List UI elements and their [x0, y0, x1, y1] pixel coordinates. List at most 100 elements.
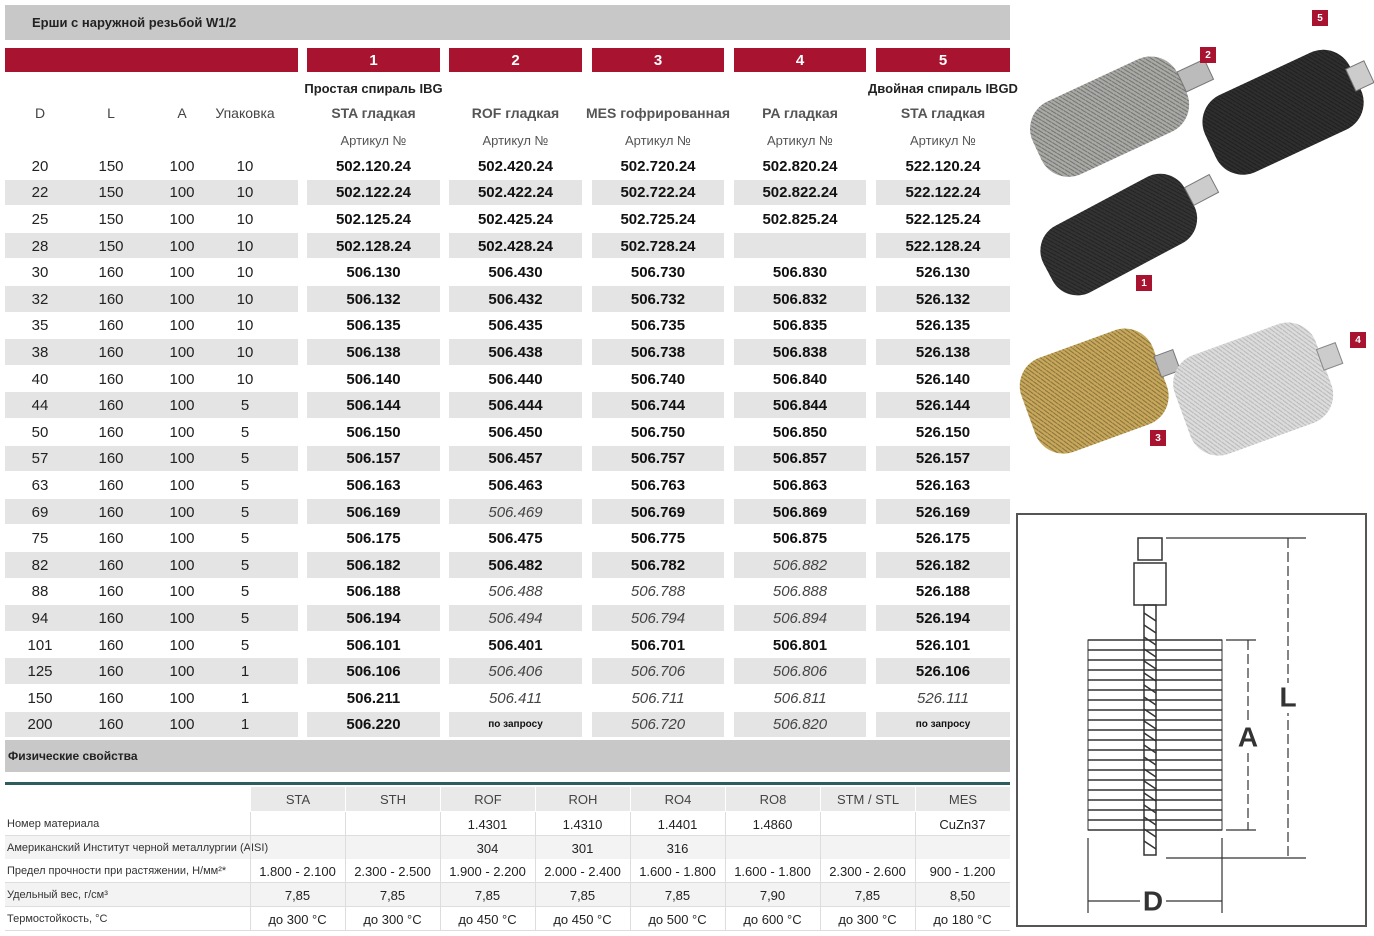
article: 506.440 [488, 370, 543, 388]
article: 526.132 [915, 290, 971, 308]
prop-cell: 7,85 [854, 887, 881, 903]
row-bg [876, 631, 1010, 658]
cell: 200 [27, 716, 53, 734]
row-bg [592, 685, 724, 711]
article: 506.138 [346, 343, 401, 361]
row-bg [307, 578, 440, 605]
prop-cell: 316 [666, 840, 689, 856]
prop-cell-border [345, 907, 346, 931]
cell: 5 [240, 503, 250, 521]
cell: 100 [169, 503, 195, 521]
row-bg [449, 685, 582, 711]
row-bg [449, 472, 582, 498]
prop-cell-border [630, 883, 631, 907]
prop-cell-border [535, 836, 536, 860]
row-bg [592, 631, 724, 658]
prop-cell: 301 [571, 840, 594, 856]
row-bg [592, 179, 724, 206]
article: 506.811 [773, 689, 827, 707]
group-label: Простая спираль IBG [304, 80, 443, 96]
prop-cell-border [535, 859, 536, 883]
cell: 160 [98, 290, 124, 308]
cell: 100 [169, 184, 195, 202]
prop-cell-border [820, 883, 821, 907]
row-bg [876, 179, 1010, 206]
prop-cell-border [630, 812, 631, 836]
col-number: 2 [511, 51, 520, 69]
row-bg [876, 153, 1010, 179]
row-bg [449, 392, 582, 418]
brush-3 [1019, 328, 1181, 454]
cell: 100 [169, 556, 195, 574]
article: 506.494 [488, 609, 543, 627]
article: 526.135 [915, 317, 971, 335]
article: 506.406 [488, 663, 543, 681]
dimension-lines [1087, 537, 1306, 913]
row-bg [876, 525, 1010, 551]
article: 502.722.24 [620, 184, 696, 202]
row-bg [307, 605, 440, 631]
prop-cell-border [915, 859, 916, 883]
article: 506.875 [772, 530, 828, 548]
prop-cell: 1.800 - 2.100 [259, 863, 336, 879]
article: 506.806 [772, 663, 828, 681]
prop-cell: 7,85 [664, 887, 691, 903]
cell: 160 [98, 716, 124, 734]
photo-label: 1 [1136, 275, 1152, 291]
row-bg [449, 206, 582, 232]
row-bg [734, 179, 866, 206]
row-bg [5, 445, 298, 472]
row-bg [449, 232, 582, 259]
row-bg [449, 631, 582, 658]
prop-cell: 900 - 1.200 [929, 863, 996, 879]
prop-cell: 7,85 [284, 887, 311, 903]
group-label: Двойная спираль IBGD [868, 80, 1018, 96]
article: 506.435 [488, 317, 543, 335]
dim-label: D [1143, 885, 1163, 916]
cell: 5 [240, 423, 250, 441]
photo-label: 5 [1312, 10, 1328, 26]
article: 506.444 [488, 397, 543, 415]
row-bg [449, 179, 582, 206]
cell: 100 [169, 636, 195, 654]
prop-cell: до 300 °C [268, 911, 327, 927]
article: 506.150 [346, 423, 401, 441]
row-bg [734, 206, 866, 232]
article: 506.469 [488, 503, 543, 521]
cell: 5 [240, 556, 250, 574]
dim-label: A [1238, 721, 1258, 752]
brush-4 [1173, 322, 1344, 456]
row-bg [592, 472, 724, 498]
row-bg [5, 286, 298, 312]
cell: 5 [240, 583, 250, 601]
prop-cell: 2.300 - 2.500 [354, 863, 431, 879]
divider [5, 782, 1010, 785]
article: 526.163 [915, 476, 971, 494]
row-bg [734, 232, 866, 259]
label-gap [1236, 723, 1260, 753]
row-bg [449, 259, 582, 285]
article: 506.488 [488, 583, 543, 601]
article: 506.411 [488, 689, 543, 707]
row-bg [449, 711, 582, 738]
row-bg [5, 339, 298, 365]
row-bg [876, 312, 1010, 339]
row-bg [876, 259, 1010, 285]
prop-cell: 8,50 [949, 887, 976, 903]
article: 526.111 [917, 689, 969, 707]
prop-cell-border [630, 859, 631, 883]
row-bg [449, 286, 582, 312]
article: 526.150 [915, 423, 971, 441]
row-bg [876, 392, 1010, 418]
row-bg [449, 365, 582, 392]
photos [1019, 49, 1374, 456]
prop-cell-border [535, 907, 536, 931]
article: 506.832 [772, 290, 828, 308]
article: 506.211 [346, 689, 401, 707]
cell: 100 [169, 317, 195, 335]
cell: 100 [169, 476, 195, 494]
cell: 10 [236, 317, 254, 335]
article: 506.769 [630, 503, 686, 521]
cell: 10 [236, 290, 254, 308]
cell: 5 [240, 450, 250, 468]
